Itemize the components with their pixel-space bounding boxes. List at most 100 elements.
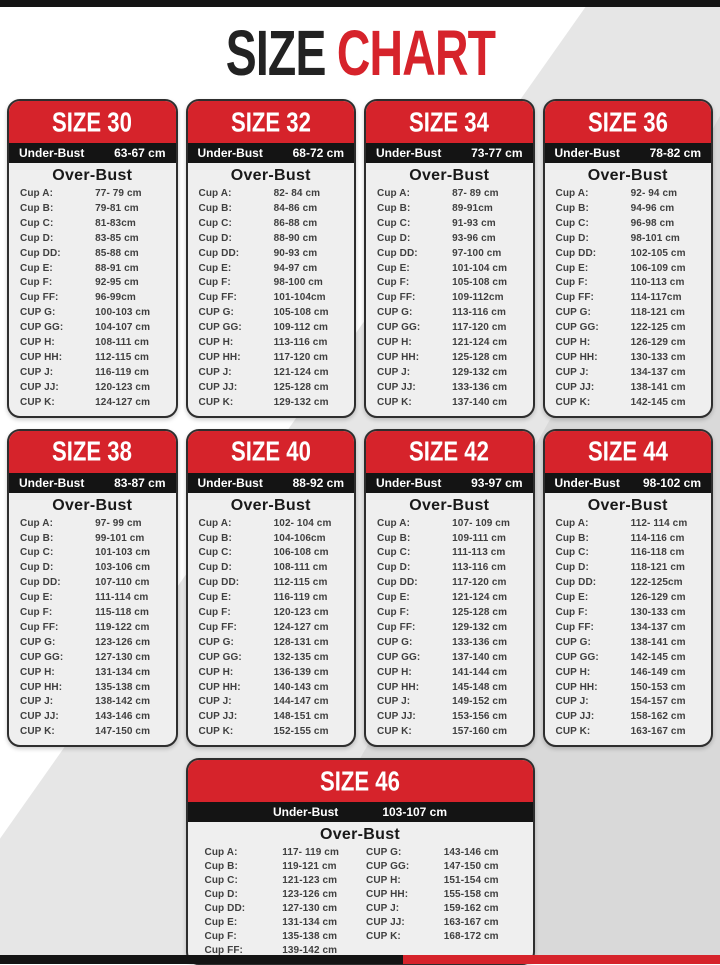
cup-label: Cup C:	[20, 547, 54, 559]
cup-row: CUP K: 142-145 cm	[556, 396, 701, 411]
size-card-42: SIZE 42 Under-Bust 93-97 cm Over-Bust Cup A:…	[364, 428, 535, 748]
cup-row: CUP JJ: 158-162 cm	[556, 710, 701, 725]
cup-value: 100-103 cm	[95, 307, 151, 319]
cup-value: 88-90 cm	[273, 232, 318, 244]
cup-label: CUP GG:	[20, 322, 64, 334]
cup-row: Cup C: 86-88 cm	[199, 217, 344, 232]
under-bust-value: 98-102 cm	[642, 475, 701, 490]
cup-value: 116-118 cm	[630, 547, 685, 559]
cup-value: 168-172 cm	[443, 931, 499, 943]
cup-row: CUP J: 159-162 cm	[366, 902, 516, 916]
size-card-46: SIZE 46 Under-Bust 103-107 cm Over-Bust Cup …	[185, 758, 535, 965]
cup-value: 133-136 cm	[452, 381, 508, 393]
cup-label: Cup A:	[555, 517, 589, 529]
under-bust-value: 83-87 cm	[114, 475, 166, 490]
cup-label: Cup DD:	[204, 903, 246, 915]
cup-row: CUP JJ: 163-167 cm	[366, 916, 516, 930]
over-bust-heading: Over-Bust	[409, 496, 490, 514]
cup-row: Cup B: 119-121 cm	[205, 860, 355, 874]
cup-value: 152-155 cm	[273, 726, 329, 738]
cup-row: Cup C: 101-103 cm	[20, 546, 165, 561]
cup-row: Cup FF: 114-117cm	[556, 291, 701, 306]
cup-value: 104-107 cm	[95, 322, 151, 334]
cup-label: Cup D:	[20, 562, 54, 574]
cup-row: CUP G: 100-103 cm	[20, 306, 165, 321]
cup-label: CUP GG:	[555, 651, 599, 663]
cup-column: CUP G: 143-146 cm CUP GG: 147-150 cm CUP H: 1…	[360, 846, 522, 958]
under-bust-label: Under-Bust	[554, 475, 620, 490]
cup-value: 147-150 cm	[443, 861, 499, 873]
cup-row: Cup C: 116-118 cm	[556, 546, 701, 561]
cup-value: 127-130 cm	[95, 651, 151, 663]
cup-label: Cup FF:	[198, 621, 237, 633]
cup-columns: Cup A: 117- 119 cm Cup B: 119-121 cm Cup C: 1…	[188, 846, 533, 963]
cup-label: Cup E:	[20, 592, 53, 604]
cup-value: 106-109 cm	[630, 262, 686, 274]
cup-value: 127-130 cm	[282, 903, 338, 915]
cup-value: 106-108 cm	[273, 547, 329, 559]
under-bust-value: 73-77 cm	[471, 146, 523, 160]
cup-columns: Cup A: 102- 104 cm Cup B: 104-106cm Cup C: 10…	[188, 517, 355, 746]
cup-row: Cup D: 108-111 cm	[199, 561, 344, 576]
cup-row: Cup E: 106-109 cm	[556, 262, 701, 277]
cup-value: 157-160 cm	[452, 726, 508, 738]
cup-row: CUP H: 113-116 cm	[199, 336, 344, 351]
under-bust-label: Under-Bust	[197, 146, 263, 160]
cup-row: CUP J: 121-124 cm	[199, 366, 344, 381]
cup-label: CUP J:	[198, 696, 232, 708]
cup-row: CUP H: 136-139 cm	[199, 666, 344, 681]
card-header: SIZE 34	[366, 101, 533, 143]
cup-columns: Cup A: 107- 109 cm Cup B: 109-111 cm Cup C: 1…	[366, 517, 533, 746]
card-body: Over-Bust Cup A: 112- 114 cm Cup B: 114-116 …	[545, 493, 712, 746]
cup-label: CUP G:	[366, 847, 402, 859]
cup-label: CUP JJ:	[20, 381, 59, 393]
cup-value: 93-96 cm	[452, 232, 496, 244]
cup-value: 116-119 cm	[95, 366, 149, 378]
cup-row: Cup E: 94-97 cm	[199, 262, 344, 277]
cup-value: 122-125 cm	[630, 322, 686, 334]
cup-row: CUP K: 147-150 cm	[20, 725, 165, 740]
cup-value: 101-103 cm	[95, 547, 151, 559]
under-bust-label: Under-Bust	[272, 805, 339, 820]
cup-row: CUP HH: 125-128 cm	[377, 351, 522, 366]
cup-label: CUP H:	[377, 337, 412, 349]
cup-value: 117-120 cm	[452, 577, 507, 589]
card-body: Over-Bust Cup A: 97- 99 cm Cup B: 99-101 cm C…	[9, 493, 176, 746]
cup-value: 158-162 cm	[630, 711, 686, 723]
cup-value: 86-88 cm	[273, 217, 318, 229]
cup-value: 140-143 cm	[273, 681, 329, 693]
cup-value: 114-116 cm	[630, 532, 685, 544]
cup-value: 129-132 cm	[273, 396, 329, 408]
cup-value: 159-162 cm	[443, 903, 499, 915]
cup-row: Cup DD: 122-125cm	[556, 576, 701, 591]
cup-row: Cup FF: 139-142 cm	[205, 944, 355, 958]
card-body: Over-Bust Cup A: 82- 84 cm Cup B: 84-86 cm Cu…	[188, 163, 355, 416]
cup-label: Cup FF:	[204, 945, 243, 957]
size-card-40: SIZE 40 Under-Bust 88-92 cm Over-Bust Cup A:…	[185, 428, 356, 748]
cup-column: Cup A: 77- 79 cm Cup B: 79-81 cm Cup C: 81-83…	[20, 187, 165, 411]
cup-value: 108-111 cm	[273, 562, 328, 574]
cup-label: Cup D:	[555, 562, 589, 574]
cup-value: 116-119 cm	[273, 592, 328, 604]
over-bust-heading: Over-Bust	[409, 167, 490, 184]
cup-label: CUP K:	[366, 931, 401, 943]
cup-value: 121-124 cm	[452, 337, 508, 349]
cup-value: 84-86 cm	[273, 202, 318, 214]
cup-row: Cup F: 98-100 cm	[199, 276, 344, 291]
cup-label: Cup C:	[204, 875, 238, 887]
cup-value: 146-149 cm	[630, 666, 686, 678]
cup-label: CUP H:	[366, 875, 401, 887]
cup-row: Cup B: 104-106cm	[199, 532, 344, 547]
cup-value: 155-158 cm	[443, 889, 499, 901]
cup-label: Cup E:	[204, 917, 238, 929]
cup-value: 144-147 cm	[273, 696, 329, 708]
over-bust-heading: Over-Bust	[230, 167, 311, 184]
under-bust-value: 93-97 cm	[471, 475, 523, 490]
cup-label: Cup B:	[555, 532, 589, 544]
cup-label: CUP HH:	[198, 681, 241, 693]
cup-row: Cup D: 93-96 cm	[377, 232, 522, 247]
cup-label: CUP JJ:	[366, 917, 405, 929]
cup-row: Cup F: 125-128 cm	[377, 606, 522, 621]
cup-column: Cup A: 107- 109 cm Cup B: 109-111 cm Cup C: 1…	[377, 517, 522, 741]
over-bust-heading: Over-Bust	[52, 496, 133, 514]
